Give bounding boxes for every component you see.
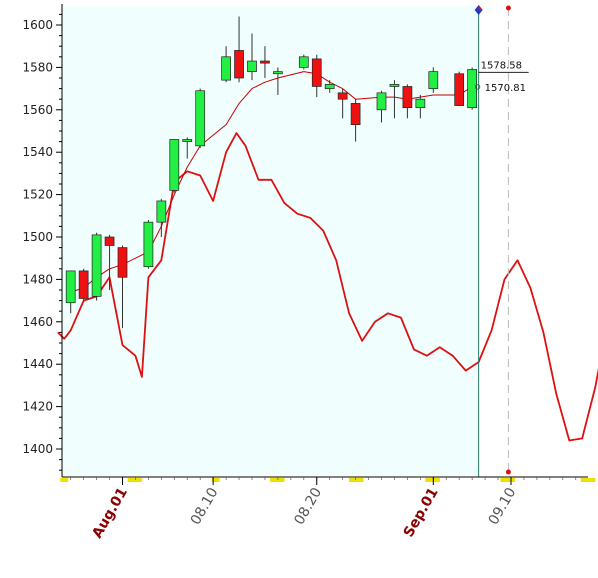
x-day-marker xyxy=(587,478,596,482)
candle xyxy=(143,220,154,269)
x-day-marker xyxy=(349,478,358,482)
candle xyxy=(156,198,167,237)
candle xyxy=(91,232,102,301)
x-tick-label: 09.10 xyxy=(486,485,520,528)
candle-body xyxy=(350,103,361,125)
candle-body xyxy=(402,86,413,109)
candle xyxy=(428,67,439,93)
candle-body xyxy=(78,270,89,299)
x-day-marker xyxy=(276,478,285,482)
x-axis: Aug.01 08.10 08.20 Sep.01 09.10 xyxy=(60,476,596,541)
y-tick-label: 1600 xyxy=(22,18,53,32)
candle xyxy=(78,268,89,301)
candle-body xyxy=(104,236,115,246)
candle-body xyxy=(247,60,257,72)
plot-background xyxy=(62,6,479,476)
candle xyxy=(454,71,465,106)
x-day-marker xyxy=(500,478,509,482)
candle xyxy=(221,46,231,83)
candle xyxy=(65,270,76,314)
price-labels: 1578.58 1570.81 xyxy=(475,60,529,94)
x-day-marker xyxy=(211,478,220,482)
candle xyxy=(337,88,348,119)
y-tick-label: 1480 xyxy=(22,272,53,286)
x-tick-label: 08.20 xyxy=(291,485,325,528)
price-label-high: 1578.58 xyxy=(481,60,522,71)
x-tick-label: 08.10 xyxy=(188,485,222,528)
y-tick-label: 1560 xyxy=(22,103,53,117)
candle xyxy=(195,88,206,148)
candle-body xyxy=(65,270,76,304)
candle xyxy=(169,139,180,193)
candle xyxy=(260,46,270,78)
candle-body xyxy=(169,139,180,191)
candle xyxy=(415,94,426,119)
candle xyxy=(389,80,400,119)
candle-body xyxy=(428,71,439,89)
candle xyxy=(467,67,477,110)
oscillator-layer xyxy=(57,132,598,442)
candle-body xyxy=(260,60,270,64)
candle xyxy=(247,33,257,81)
x-day-marker xyxy=(355,478,364,482)
candle-body xyxy=(273,71,283,75)
candle-body xyxy=(324,84,335,89)
y-tick-label: 1460 xyxy=(22,315,53,329)
candle-body xyxy=(454,73,465,106)
cursor-marker-accent xyxy=(478,5,483,10)
y-tick-label: 1540 xyxy=(22,145,53,159)
candle-body xyxy=(91,234,102,297)
y-tick-label: 1520 xyxy=(22,188,53,202)
candle xyxy=(298,54,309,70)
candle xyxy=(311,54,322,98)
x-tick-label: Aug.01 xyxy=(89,485,131,541)
candle-body xyxy=(234,50,244,79)
y-axis: 1400 1420 1440 1460 1480 1500 1520 1540 1560 1580… xyxy=(22,4,63,477)
x-day-marker xyxy=(425,478,434,482)
candle xyxy=(350,99,361,142)
candle-body xyxy=(117,247,128,278)
candle xyxy=(234,16,244,83)
future-marker-bottom xyxy=(505,469,511,475)
cursor-layer xyxy=(474,5,511,477)
price-label-current: 1570.81 xyxy=(485,83,526,94)
x-day-marker xyxy=(580,478,589,482)
candle xyxy=(324,80,335,93)
candles-layer xyxy=(65,16,477,329)
x-day-marker xyxy=(134,478,143,482)
candle-body xyxy=(467,69,477,109)
candle xyxy=(402,84,413,119)
candle-body xyxy=(221,56,231,81)
future-marker-top xyxy=(505,5,511,11)
candle-body xyxy=(298,56,309,68)
candle-body xyxy=(376,92,387,111)
x-day-marker xyxy=(431,478,440,482)
candle-body xyxy=(182,139,193,142)
y-tick-label: 1440 xyxy=(22,357,53,371)
candle-body xyxy=(389,84,400,87)
candle xyxy=(273,67,283,95)
y-tick-label: 1400 xyxy=(22,442,53,456)
x-tick-label: Sep.01 xyxy=(401,485,442,540)
y-tick-label: 1500 xyxy=(22,230,53,244)
candle-body xyxy=(143,221,154,268)
candle xyxy=(104,234,115,290)
x-day-marker xyxy=(270,478,279,482)
candle-body xyxy=(156,200,167,223)
price-marker xyxy=(475,84,481,90)
candle xyxy=(376,90,387,123)
candle xyxy=(117,245,128,329)
candle-body xyxy=(337,92,348,100)
candle-body xyxy=(195,90,206,147)
y-tick-label: 1580 xyxy=(22,60,53,74)
candle-body xyxy=(415,98,426,109)
oscillator-line xyxy=(57,132,598,442)
y-tick-label: 1420 xyxy=(22,400,53,414)
candle-body xyxy=(311,58,322,87)
x-day-marker xyxy=(60,478,69,482)
x-day-marker xyxy=(127,478,136,482)
candle xyxy=(182,137,193,159)
